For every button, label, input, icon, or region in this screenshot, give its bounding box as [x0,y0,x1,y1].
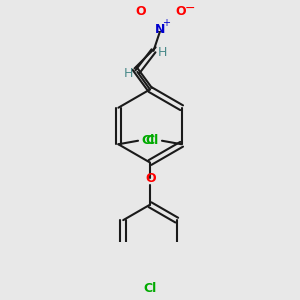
Text: Cl: Cl [141,134,154,147]
Text: O: O [136,5,146,18]
Text: H: H [157,46,167,59]
Text: O: O [146,172,156,185]
Text: +: + [162,18,170,28]
Text: O: O [175,5,185,18]
Text: N: N [155,23,166,36]
Text: Cl: Cl [146,134,159,147]
Text: H: H [124,67,134,80]
Text: Cl: Cl [143,283,157,296]
Text: −: − [185,2,195,15]
